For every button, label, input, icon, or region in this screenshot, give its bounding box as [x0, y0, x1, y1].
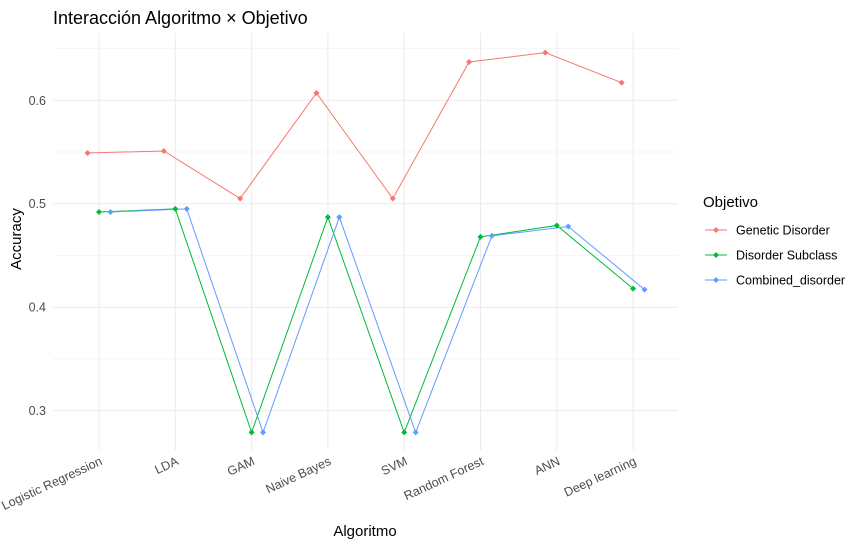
x-tick-label: SVM [379, 454, 409, 478]
data-point [466, 58, 473, 65]
data-point [260, 429, 267, 436]
x-tick-labels: Logistic Regression LDA GAM Naive Bayes SVMR… [0, 454, 638, 513]
y-axis-title: Accuracy [8, 208, 25, 270]
data-point [477, 233, 484, 240]
data-point [160, 147, 167, 154]
data-point [336, 214, 343, 221]
data-point [401, 429, 408, 436]
data-point [96, 209, 102, 216]
data-point [248, 429, 255, 436]
data-point [183, 205, 190, 212]
legend-label: Disorder Subclass [736, 249, 837, 263]
y-tick-label: 0.6 [29, 94, 46, 108]
data-point [641, 286, 648, 293]
y-tick-label: 0.5 [29, 197, 46, 211]
legend-title: Objetivo [703, 194, 758, 211]
x-tick-label: ANN [532, 454, 562, 478]
x-axis-title: Algoritmo [333, 523, 396, 540]
x-tick-label: GAM [225, 454, 257, 479]
series-line [87, 52, 622, 200]
data-point [324, 214, 331, 221]
y-tick-labels: 0.3 0.4 0.5 0.6 [29, 94, 46, 418]
chart-title: Interacción Algoritmo × Objetivo [53, 8, 308, 28]
x-tick-label: Random Forest [402, 454, 486, 503]
data-point [84, 150, 91, 157]
data-point [630, 285, 637, 292]
data-point [172, 205, 179, 212]
grid [53, 33, 678, 450]
legend-label: Genetic Disorder [736, 224, 830, 238]
legend-label: Combined_disorder [736, 274, 845, 288]
data-point [488, 232, 495, 239]
legend-key-marker [713, 252, 719, 258]
series-points [84, 49, 648, 436]
data-point [313, 90, 320, 97]
data-point [107, 209, 114, 216]
x-tick-label: Deep learning [562, 454, 639, 500]
data-point [542, 49, 549, 56]
data-point [618, 79, 625, 86]
x-tick-label: Naive Bayes [264, 454, 334, 496]
data-point [553, 222, 560, 229]
series-line [110, 208, 645, 434]
series-lines [87, 52, 645, 434]
legend-key-marker [713, 227, 719, 233]
x-tick-label: Logistic Regression [0, 454, 104, 513]
series-line [98, 208, 634, 434]
data-point [565, 223, 572, 230]
data-point [412, 429, 419, 436]
data-point [237, 195, 244, 202]
y-tick-label: 0.4 [29, 301, 46, 315]
legend-key-marker [713, 277, 719, 283]
legend: Objetivo Genetic Disorder Disorder Subcla… [703, 194, 845, 288]
y-tick-label: 0.3 [29, 404, 46, 418]
data-point [389, 195, 396, 202]
x-tick-label: LDA [153, 454, 182, 477]
